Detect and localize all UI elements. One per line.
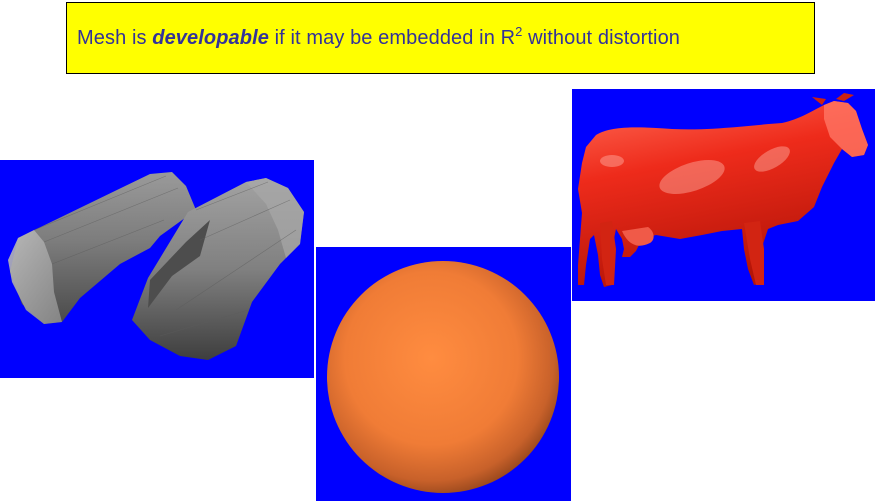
cylinder-facet-lines (33, 175, 297, 337)
cow-front-leg (744, 221, 764, 285)
definition-term: developable (152, 26, 269, 49)
right-cylinder-cap (246, 178, 304, 258)
cow-ear (812, 97, 826, 105)
cow-mesh-panel (572, 89, 875, 301)
cow-horn (836, 93, 854, 101)
cow-icon (572, 89, 875, 301)
definition-superscript: 2 (515, 23, 523, 39)
definition-suffix: without distortion (522, 26, 681, 49)
sphere-surface (327, 261, 559, 493)
definition-prefix: Mesh is (77, 26, 153, 49)
cow-highlights (600, 146, 790, 194)
left-cylinder-cap (8, 230, 62, 324)
cow-body (578, 101, 868, 287)
definition-text: Mesh is developable if it may be embedde… (77, 23, 681, 50)
developable-cylinders-icon (0, 160, 314, 378)
definition-middle: if it may be embedded in R (268, 26, 516, 49)
sphere-mesh-panel (316, 247, 571, 501)
cow-hind-leg (600, 221, 616, 285)
sphere-icon (316, 247, 571, 501)
left-cylinder-body (10, 172, 196, 324)
cow-head (824, 101, 868, 157)
definition-box: Mesh is developable if it may be embedde… (66, 2, 815, 74)
cylinder-crease (148, 220, 210, 308)
right-cylinder-body (132, 178, 304, 360)
cylinder-mesh-panel (0, 160, 314, 378)
cow-udder (622, 227, 654, 246)
